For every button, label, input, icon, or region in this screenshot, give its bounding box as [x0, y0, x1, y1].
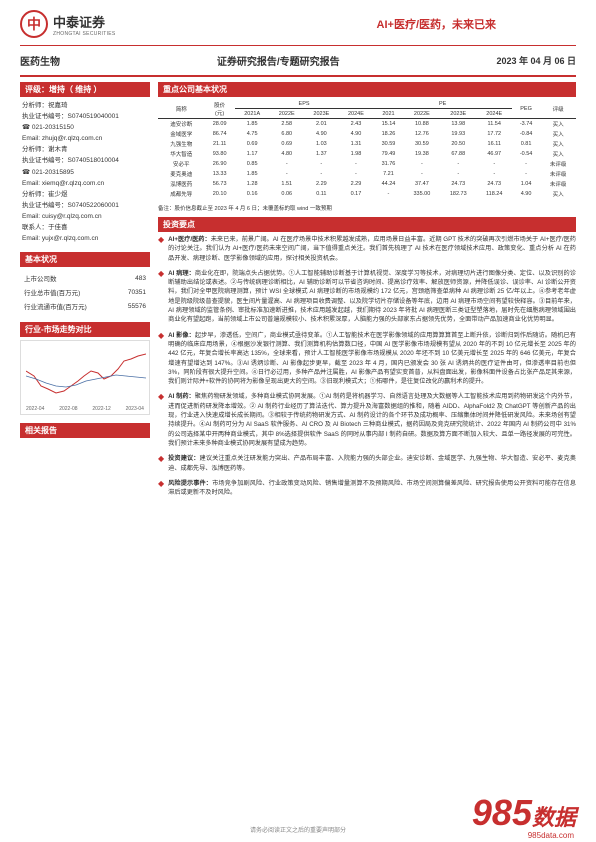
bullet-icon: ◆ [158, 269, 164, 325]
rating-header: 评级：增持（ 维持 ） [20, 82, 150, 97]
table-row: 麦克奥迪13.331.85---7.21----未评级 [158, 169, 576, 179]
analyst-line: ☎ 021-20315895 [20, 167, 150, 178]
watermark: 985 数据 [472, 792, 576, 834]
logo-cn: 中泰证券 [53, 12, 116, 31]
bullet-icon: ◆ [158, 479, 164, 498]
trend-header: 行业-市场走势对比 [20, 322, 150, 337]
table-row: 迪安诊断28.091.852.582.012.4315.1410.8813.98… [158, 119, 576, 130]
analyst-line: Email: cuisy@r.qlzq.com.cn [20, 211, 150, 222]
divider-thick [20, 75, 576, 77]
analyst-line: 分析师：谢木青 [20, 144, 150, 155]
chart-date: 2022-12 [92, 406, 110, 412]
analyst-line: ☎ 021-20315150 [20, 122, 150, 133]
main-content: 重点公司基本状况 简称股价(元)EPSPEPEG评级2021A2022E2023… [158, 82, 576, 509]
related-header: 相关报告 [20, 423, 150, 438]
subheader: 医药生物 证券研究报告/专题研究报告 2023 年 04 月 06 日 [0, 48, 596, 73]
basic-label: 行业流通市值(百万元) [22, 300, 115, 312]
companies-table: 简称股价(元)EPSPEPEG评级2021A2022E2023E2024E202… [158, 100, 576, 199]
analyst-line: 分析师：祝嘉琦 [20, 100, 150, 111]
report-date: 2023 年 04 月 06 日 [496, 54, 576, 67]
report-type: 证券研究报告/专题研究报告 [60, 53, 496, 68]
invest-header: 投资要点 [158, 217, 576, 232]
analyst-line: 分析师：崔少煜 [20, 189, 150, 200]
investment-points: ◆AI+医疗/医药：未来已来，前景广阔。AI 在医疗场景中技术积累越发成熟，应用… [158, 235, 576, 497]
header: 中 中泰证券 ZHONGTAI SECURITIES AI+医疗/医药，未来已来 [0, 0, 596, 43]
table-row: 华大智造93.801.174.801.371.9879.4919.3867.88… [158, 149, 576, 159]
bullet-icon: ◆ [158, 235, 164, 263]
basic-label: 上市公司数 [22, 272, 115, 284]
table-row: 成都先导20.100.160.060.110.17-335.00182.7311… [158, 189, 576, 199]
chart-date: 2022-08 [59, 406, 77, 412]
bullet-item: ◆AI 制药：聚焦药物研发领域，多种商业模式协同发展。①AI 制药是将机器学习、… [158, 392, 576, 448]
watermark-num: 985 [472, 792, 532, 834]
chart-date: 2022-04 [26, 406, 44, 412]
logo-icon: 中 [20, 10, 48, 38]
analyst-line: 执业证书编号：S0740518010004 [20, 155, 150, 166]
watermark-url: 985data.com [528, 831, 574, 840]
table-row: 安必平26.900.85---31.76----未评级 [158, 159, 576, 169]
analyst-line: 联系人：于佳喜 [20, 222, 150, 233]
analyst-line: 执业证书编号：S0740522060001 [20, 200, 150, 211]
table-row: 九强生物21.110.690.691.031.3130.5930.5920.50… [158, 139, 576, 149]
trend-chart: 2022-04 2022-08 2022-12 2023-04 [20, 340, 150, 415]
basic-table: 上市公司数483行业总市值(百万元)70351行业流通市值(百万元)55576 [20, 270, 150, 314]
table-note: 备注：股价信息截止至 2023 年 4 月 6 日；未覆盖标的取 wind 一致… [158, 204, 576, 212]
bullet-item: ◆投资建议：建议关注重点关注研发能力突出、产品布局丰富、入院能力强的头部企业。迪… [158, 454, 576, 473]
sector-name: 医药生物 [20, 53, 60, 68]
table-row: 泓博医药56.731.281.512.292.2944.2437.4724.73… [158, 179, 576, 189]
logo-en: ZHONGTAI SECURITIES [53, 31, 116, 37]
bullet-icon: ◆ [158, 454, 164, 473]
related-content [20, 441, 150, 501]
basic-label: 行业总市值(百万元) [22, 286, 115, 298]
analyst-line: 执业证书编号：S0740519040001 [20, 111, 150, 122]
table-row: 金域医学86.744.756.804.904.9018.2612.7619.93… [158, 129, 576, 139]
sidebar: 评级：增持（ 维持 ） 分析师：祝嘉琦执业证书编号：S0740519040001… [20, 82, 150, 509]
basic-value: 70351 [117, 286, 148, 298]
watermark-text: 数据 [532, 800, 576, 832]
analyst-line: Email: yujx@r.qlzq.com.cn [20, 233, 150, 244]
analyst-line: Email: zhujq@r.qlzq.com.cn [20, 133, 150, 144]
report-title: AI+医疗/医药，未来已来 [377, 16, 496, 32]
logo: 中 中泰证券 ZHONGTAI SECURITIES [20, 10, 116, 38]
bullet-icon: ◆ [158, 392, 164, 448]
basic-value: 483 [117, 272, 148, 284]
basic-header: 基本状况 [20, 252, 150, 267]
companies-header: 重点公司基本状况 [158, 82, 576, 97]
bullet-item: ◆AI 病理：商业化在即，院端点头占据优势。①人工智能辅助诊断基于计算机视觉、深… [158, 269, 576, 325]
chart-date: 2023-04 [126, 406, 144, 412]
bullet-item: ◆AI 影像：起步早，渗透低，空间广，商业模式亟待变革。①人工智能技术在医学影像… [158, 331, 576, 387]
bullet-icon: ◆ [158, 331, 164, 387]
analyst-line: Email: xiemq@r.qlzq.com.cn [20, 178, 150, 189]
bullet-item: ◆AI+医疗/医药：未来已来，前景广阔。AI 在医疗场景中技术积累越发成熟，应用… [158, 235, 576, 263]
divider [20, 45, 576, 46]
basic-value: 55576 [117, 300, 148, 312]
bullet-item: ◆风险提示事件：市场竞争加剧风险、行业政策变动风险、销售增量测算不及预期风险、市… [158, 479, 576, 498]
